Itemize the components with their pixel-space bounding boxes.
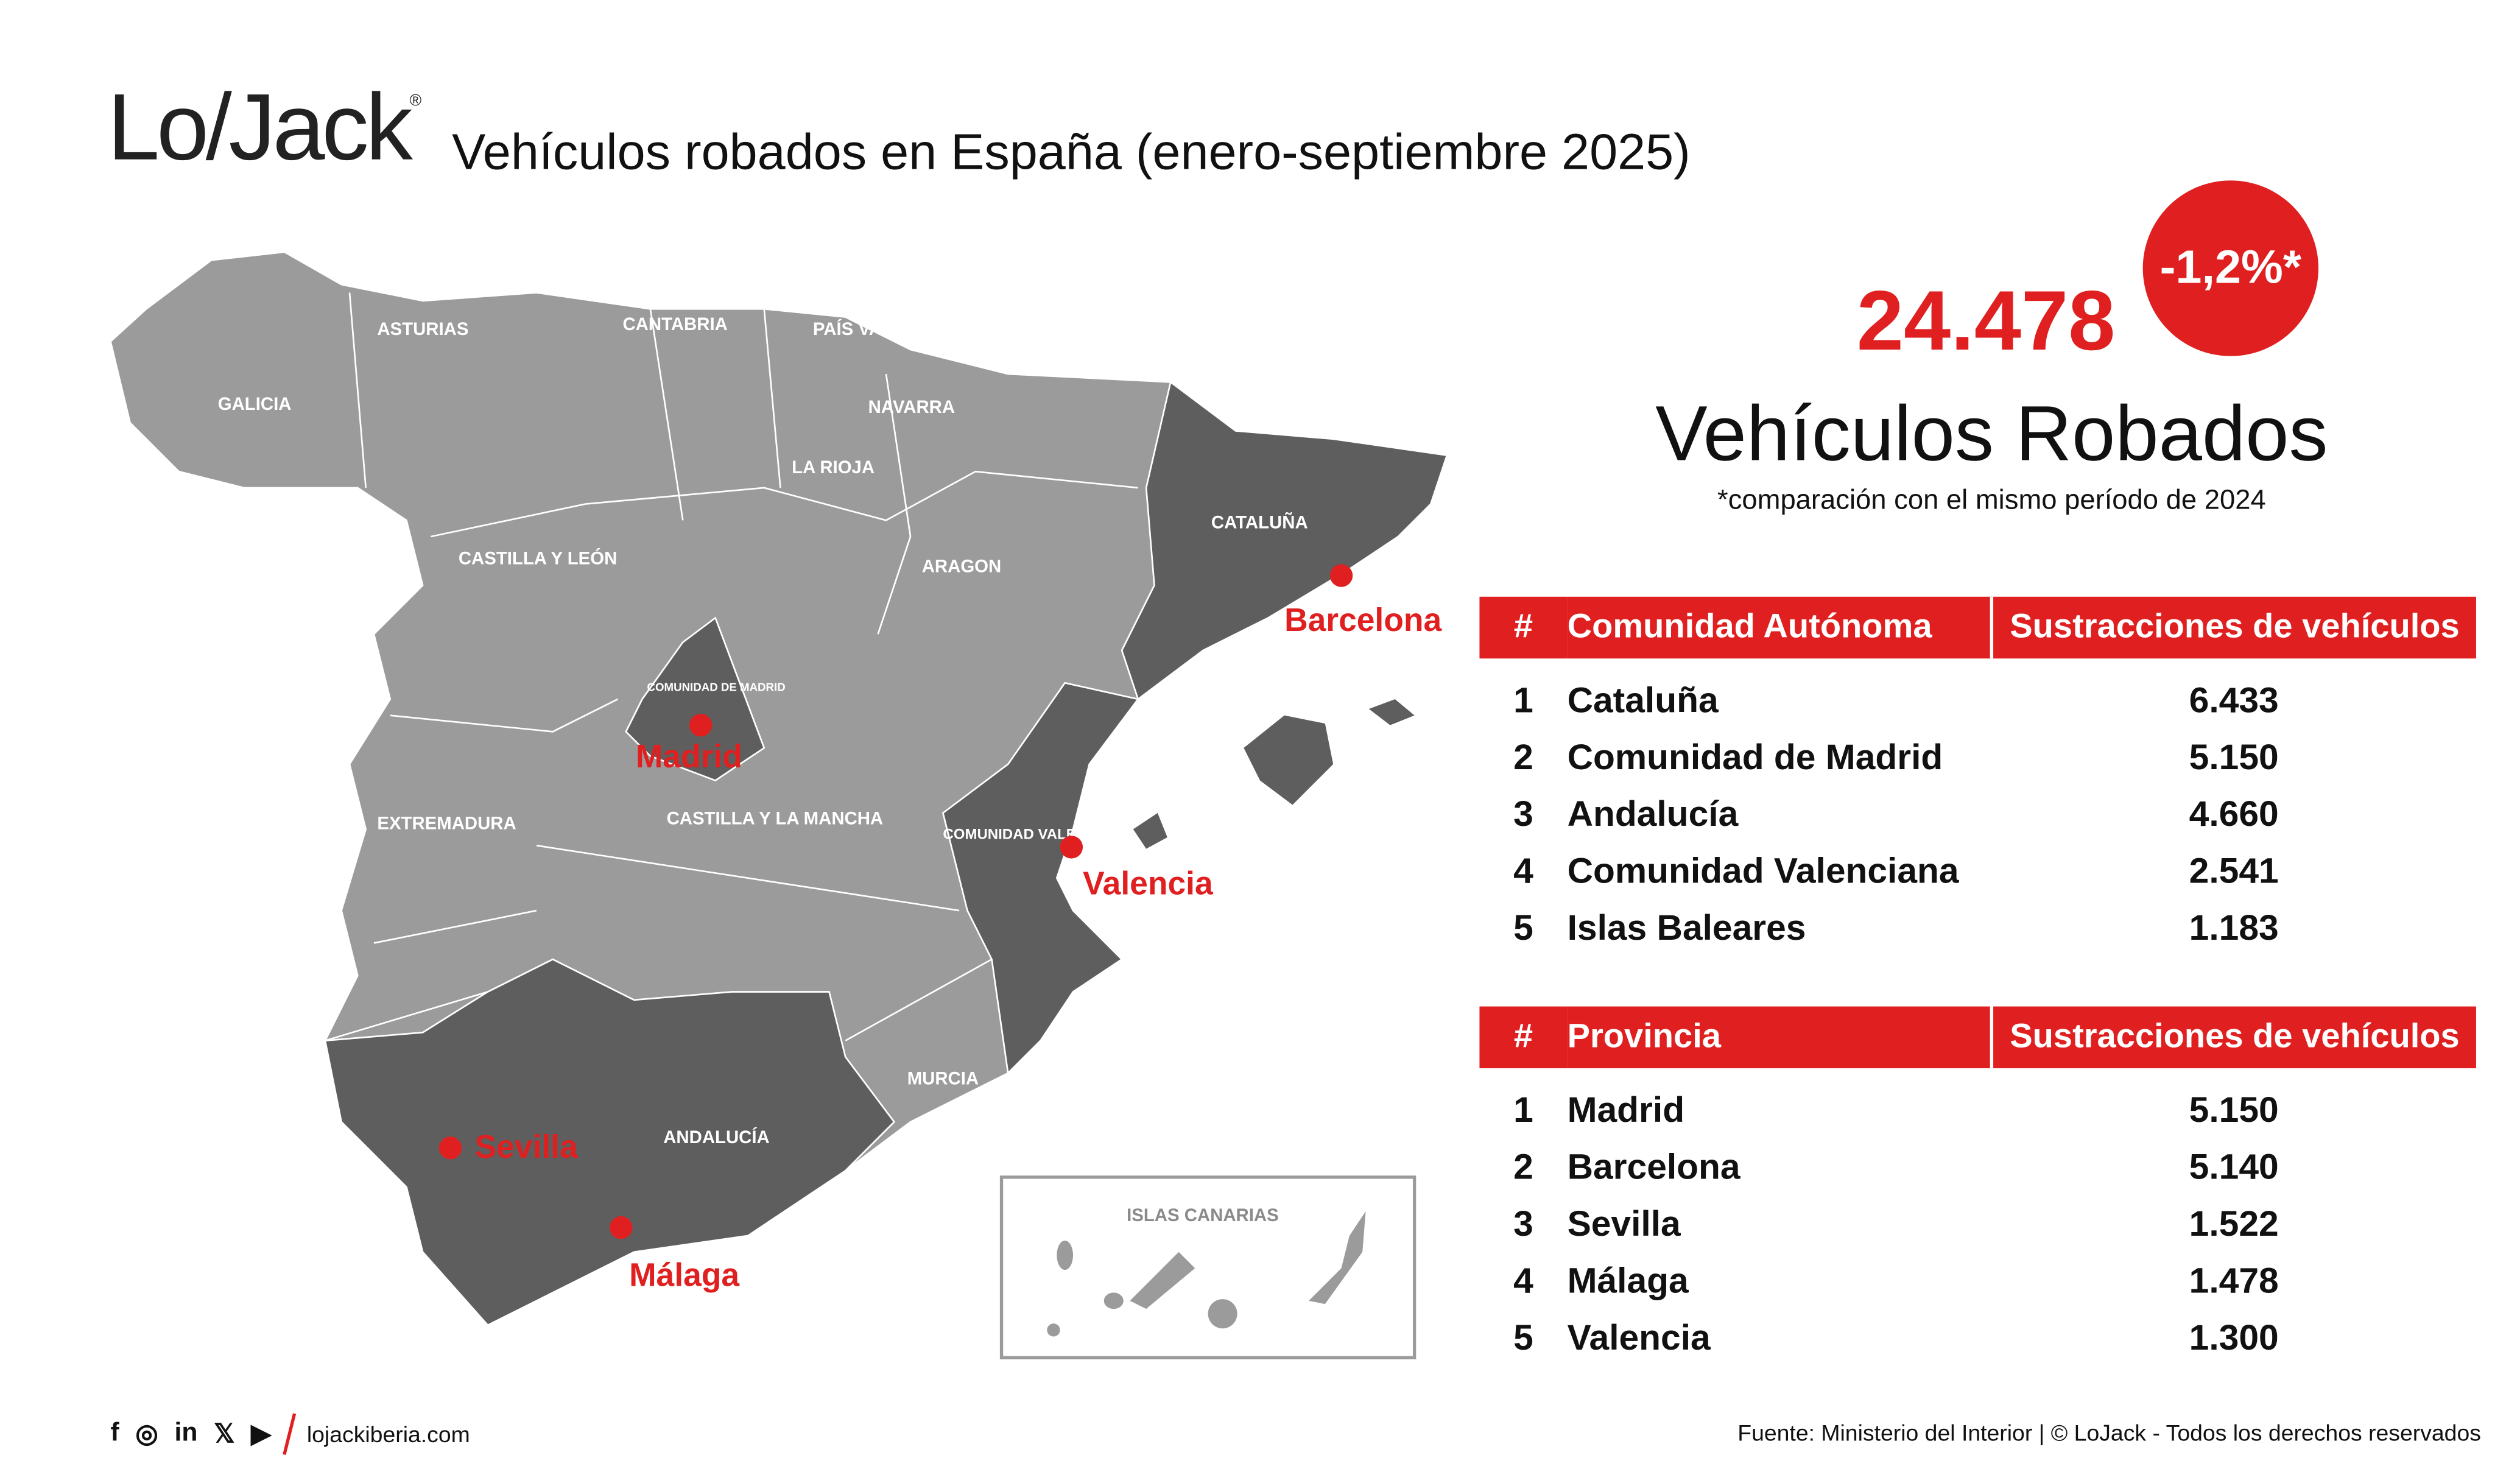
label-la-rioja: LA RIOJA: [792, 457, 875, 477]
col-thefts: Sustracciones de vehículos: [1990, 596, 2476, 659]
table-row: 1 Cataluña 6.433: [1479, 658, 2476, 728]
table-row: 2 Barcelona 5.140: [1479, 1138, 2476, 1195]
x-icon[interactable]: 𝕏: [214, 1421, 235, 1449]
table-provincias: # Provincia Sustracciones de vehículos 1…: [1479, 1006, 2476, 1366]
col-region: Comunidad Autónoma: [1567, 596, 1992, 659]
region-madrid: [625, 616, 766, 781]
value-cell: 1.522: [2189, 1202, 2279, 1243]
linkedin-icon[interactable]: in: [174, 1419, 198, 1448]
table-row: 5 Islas Baleares 1.183: [1479, 899, 2476, 956]
rank-cell: 3: [1513, 792, 1533, 834]
island-mallorca: [1244, 715, 1334, 805]
youtube-icon[interactable]: ▶: [251, 1421, 272, 1449]
island-menorca: [1368, 699, 1415, 725]
table-row: 5 Valencia 1.300: [1479, 1309, 2476, 1365]
city-madrid: Madrid: [636, 739, 742, 775]
value-cell: 5.140: [2189, 1145, 2279, 1186]
website-link[interactable]: lojackiberia.com: [306, 1421, 470, 1448]
col-thefts: Sustracciones de vehículos: [1990, 1006, 2476, 1068]
name-cell: Islas Baleares: [1567, 906, 1806, 948]
region-cataluna: [1121, 381, 1448, 701]
name-cell: Sevilla: [1567, 1202, 1681, 1243]
name-cell: Málaga: [1567, 1259, 1689, 1300]
name-cell: Valencia: [1567, 1316, 1711, 1357]
rank-cell: 5: [1513, 1316, 1533, 1357]
label-asturias: ASTURIAS: [377, 319, 468, 339]
label-andalucia: ANDALUCÍA: [663, 1127, 770, 1147]
table-row: 3 Andalucía 4.660: [1479, 785, 2476, 842]
map-borders: [325, 292, 1138, 1041]
col-province: Provincia: [1567, 1006, 1992, 1068]
total-stolen: 24.478: [1856, 275, 2116, 370]
label-aragon: ARAGON: [922, 557, 1001, 577]
value-cell: 1.300: [2189, 1316, 2279, 1357]
label-murcia: MURCIA: [907, 1069, 979, 1089]
label-castilla-leon: CASTILLA Y LEÓN: [459, 548, 617, 568]
rank-cell: 2: [1513, 736, 1533, 777]
rank-cell: 4: [1513, 849, 1533, 890]
label-navarra: NAVARRA: [868, 397, 955, 417]
instagram-icon[interactable]: ◎: [135, 1421, 158, 1449]
label-cataluna: CATALUÑA: [1211, 512, 1308, 533]
table-row: 4 Málaga 1.478: [1479, 1252, 2476, 1309]
divider-slash: [282, 1413, 296, 1455]
name-cell: Barcelona: [1567, 1145, 1740, 1186]
value-cell: 5.150: [2189, 1088, 2279, 1130]
change-value: -1,2%*: [2159, 242, 2302, 295]
rank-cell: 1: [1513, 678, 1533, 720]
island-ibiza: [1133, 812, 1167, 849]
lojack-logo: Lo/Jack®: [107, 74, 421, 181]
value-cell: 4.660: [2189, 792, 2279, 834]
rank-cell: 5: [1513, 906, 1533, 948]
name-cell: Andalucía: [1567, 792, 1739, 834]
label-madrid: COMUNIDAD DE MADRID: [647, 681, 786, 694]
table-ccaa: # Comunidad Autónoma Sustracciones de ve…: [1479, 596, 2476, 956]
facebook-icon[interactable]: f: [110, 1419, 119, 1448]
city-valencia: Valencia: [1083, 865, 1214, 901]
label-valenciana: COMUNIDAD VALENCIANA: [943, 826, 1133, 843]
city-sevilla: Sevilla: [475, 1129, 579, 1165]
name-cell: Cataluña: [1567, 678, 1719, 720]
table-row: 1 Madrid 5.150: [1479, 1068, 2476, 1138]
spain-map: ASTURIAS CANTABRIA PAÍS VASCO GALICIA NA…: [110, 251, 1448, 1359]
city-barcelona: Barcelona: [1284, 602, 1442, 638]
region-andalucia: [324, 958, 896, 1326]
label-canarias: ISLAS CANARIAS: [1127, 1205, 1279, 1225]
rank-cell: 2: [1513, 1145, 1533, 1186]
table-row: 4 Comunidad Valenciana 2.541: [1479, 842, 2476, 899]
change-badge: -1,2%*: [2142, 180, 2318, 356]
table-row: 3 Sevilla 1.522: [1479, 1195, 2476, 1252]
table-row: 2 Comunidad de Madrid 5.150: [1479, 728, 2476, 785]
col-rank: #: [1479, 1006, 1568, 1068]
name-cell: Comunidad Valenciana: [1567, 849, 1959, 890]
name-cell: Comunidad de Madrid: [1567, 736, 1943, 777]
page-title: Vehículos robados en España (enero-septi…: [452, 123, 1691, 181]
comparison-note: *comparación con el mismo período de 202…: [1717, 484, 2266, 516]
value-cell: 5.150: [2189, 736, 2279, 777]
city-markers: [438, 564, 1353, 1239]
rank-cell: 3: [1513, 1202, 1533, 1243]
label-pais-vasco: PAÍS VASCO: [813, 319, 921, 339]
social-links: f ◎ in 𝕏 ▶ lojackiberia.com: [111, 1413, 470, 1455]
rank-cell: 1: [1513, 1088, 1533, 1130]
label-cantabria: CANTABRIA: [622, 314, 727, 334]
label-extremadura: EXTREMADURA: [377, 814, 516, 834]
source-note: Fuente: Ministerio del Interior | © LoJa…: [1737, 1419, 2481, 1446]
value-cell: 6.433: [2189, 678, 2279, 720]
label-castilla-mancha: CASTILLA Y LA MANCHA: [667, 809, 884, 829]
city-malaga: Málaga: [629, 1258, 740, 1294]
value-cell: 1.478: [2189, 1259, 2279, 1300]
value-cell: 2.541: [2189, 849, 2279, 890]
col-rank: #: [1479, 596, 1568, 659]
value-cell: 1.183: [2189, 906, 2279, 948]
label-galicia: GALICIA: [218, 394, 292, 414]
canarias-inset: ISLAS CANARIAS: [999, 1175, 1417, 1359]
rank-cell: 4: [1513, 1259, 1533, 1300]
stolen-label: Vehículos Robados: [1655, 392, 2328, 478]
name-cell: Madrid: [1567, 1088, 1685, 1130]
